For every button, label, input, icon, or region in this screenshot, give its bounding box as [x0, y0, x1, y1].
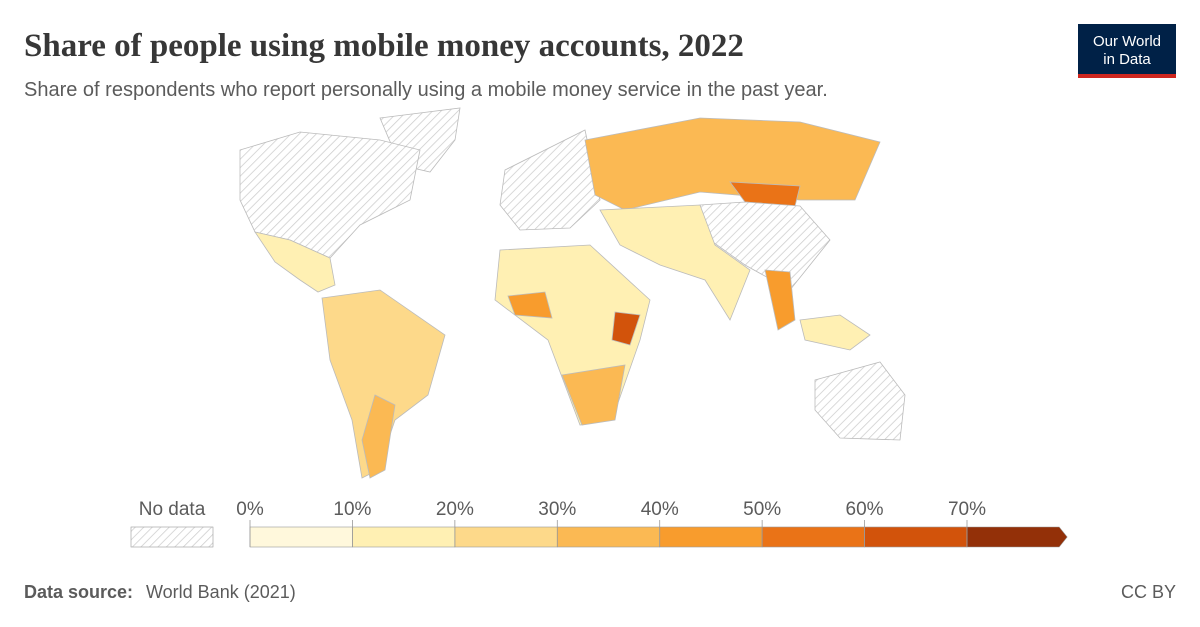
no-data-swatch [130, 526, 214, 548]
legend-tick-label: 60% [846, 499, 884, 520]
legend-bin [659, 526, 763, 548]
legend-bin [761, 526, 865, 548]
legend-bin [352, 526, 456, 548]
asia-west [599, 204, 751, 321]
legend-tick-label: 40% [641, 499, 679, 520]
logo-text: Our World [1093, 33, 1161, 50]
legend-bin [556, 526, 661, 548]
subtitle: Share of respondents who report personal… [24, 79, 828, 101]
legend-tick-label: 0% [236, 499, 264, 520]
map [239, 107, 906, 479]
license: CC BY [1121, 582, 1176, 602]
russia [584, 117, 881, 211]
legend-tick-label: 30% [538, 499, 576, 520]
north-america [239, 131, 421, 259]
legend-tick-label: 20% [436, 499, 474, 520]
source-label: Data source: [24, 582, 133, 602]
china [699, 201, 831, 291]
central-america [254, 231, 336, 293]
no-data-label: No data [139, 499, 206, 520]
legend-bin [864, 526, 968, 548]
legend-bin [249, 526, 353, 548]
title: Share of people using mobile money accou… [24, 28, 744, 64]
southeast-asia [764, 269, 796, 331]
argentina [361, 394, 396, 479]
legend-tick-label: 50% [743, 499, 781, 520]
logo-bar [1078, 74, 1176, 78]
west-africa [507, 291, 553, 319]
logo-text: in Data [1103, 51, 1151, 68]
source: World Bank (2021) [146, 582, 296, 602]
logo-box [1078, 24, 1176, 74]
logo: Our World in Data [1078, 24, 1176, 78]
legend-tick-label: 10% [333, 499, 371, 520]
legend-tick-label: 70% [948, 499, 986, 520]
indonesia [799, 314, 871, 351]
legend: No data 0% 10% 20% 30% 40% 50% 60% 70% [130, 499, 1068, 548]
australia [814, 361, 906, 441]
kenya [611, 311, 641, 346]
legend-bin [454, 526, 558, 548]
legend-bin [966, 526, 1068, 548]
southern-africa [561, 364, 626, 426]
europe [499, 129, 601, 231]
